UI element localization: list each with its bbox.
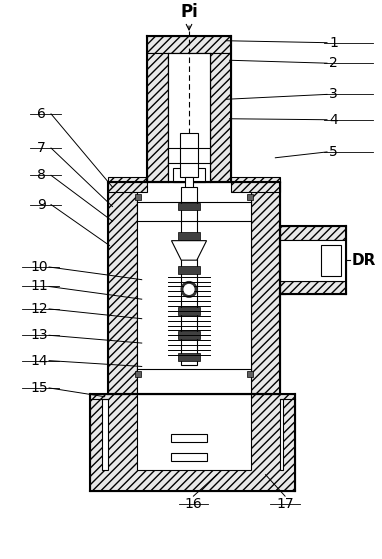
Bar bbox=[178, 331, 200, 339]
Bar bbox=[137, 182, 251, 394]
Bar bbox=[178, 266, 200, 274]
Text: 1: 1 bbox=[329, 36, 338, 50]
Text: DR: DR bbox=[351, 253, 376, 268]
Text: 8: 8 bbox=[37, 168, 46, 182]
Bar bbox=[210, 54, 231, 182]
Bar bbox=[135, 194, 141, 200]
Bar bbox=[172, 453, 207, 461]
Bar bbox=[185, 177, 193, 211]
Bar bbox=[178, 307, 200, 315]
Bar bbox=[173, 168, 205, 182]
Bar bbox=[321, 245, 341, 276]
Bar bbox=[178, 202, 200, 210]
Bar bbox=[102, 399, 108, 470]
Bar bbox=[90, 394, 295, 491]
Bar bbox=[247, 194, 253, 200]
Text: 3: 3 bbox=[329, 87, 338, 101]
Bar bbox=[251, 182, 280, 394]
Bar bbox=[137, 394, 251, 470]
Text: 2: 2 bbox=[329, 56, 338, 70]
Circle shape bbox=[184, 285, 194, 294]
Bar bbox=[247, 371, 253, 377]
Bar bbox=[147, 36, 231, 54]
Bar bbox=[172, 434, 207, 442]
Bar bbox=[280, 226, 346, 240]
Text: 9: 9 bbox=[37, 197, 46, 211]
Text: Pi: Pi bbox=[180, 3, 198, 21]
Circle shape bbox=[181, 282, 197, 297]
Bar bbox=[147, 54, 168, 182]
Bar bbox=[108, 182, 137, 394]
Text: 13: 13 bbox=[31, 328, 48, 342]
Polygon shape bbox=[172, 241, 207, 260]
Text: 11: 11 bbox=[31, 280, 48, 293]
Text: 14: 14 bbox=[31, 354, 48, 368]
Text: 15: 15 bbox=[31, 381, 48, 395]
Bar bbox=[180, 134, 198, 177]
Text: 10: 10 bbox=[31, 260, 48, 274]
Bar bbox=[108, 177, 147, 192]
Bar bbox=[178, 353, 200, 361]
Text: 7: 7 bbox=[37, 141, 45, 155]
Text: 5: 5 bbox=[329, 145, 338, 159]
Bar bbox=[168, 54, 210, 182]
Bar bbox=[231, 177, 280, 192]
Text: 16: 16 bbox=[185, 497, 202, 511]
Text: 12: 12 bbox=[31, 302, 48, 316]
Text: 17: 17 bbox=[276, 497, 294, 511]
Bar bbox=[280, 399, 283, 470]
Text: 6: 6 bbox=[37, 107, 46, 121]
Bar bbox=[178, 232, 200, 240]
Bar bbox=[280, 240, 346, 281]
Text: 4: 4 bbox=[329, 113, 338, 127]
Bar bbox=[135, 371, 141, 377]
Bar bbox=[181, 187, 197, 364]
Bar bbox=[280, 281, 346, 294]
